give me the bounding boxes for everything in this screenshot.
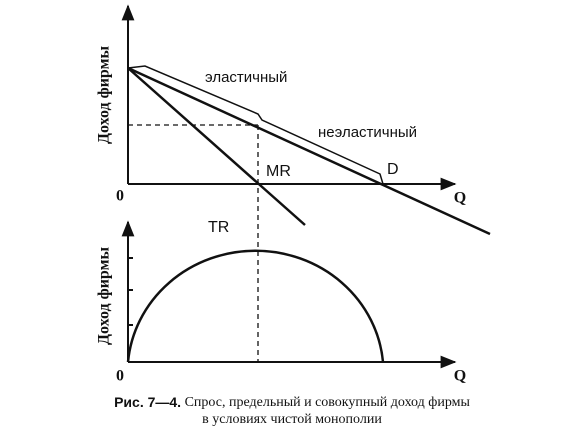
- mr-line: [127, 67, 306, 226]
- origin: 0: [116, 188, 124, 205]
- axes: [121, 4, 457, 369]
- y-label: Доход фирмы: [96, 247, 113, 345]
- mr-label: MR: [266, 163, 291, 180]
- x-label: Q: [454, 368, 466, 385]
- tr-label: TR: [208, 219, 229, 236]
- demand-line: [127, 66, 491, 236]
- elastic-label: эластичный: [205, 69, 287, 86]
- origin: 0: [116, 368, 124, 385]
- d-label: D: [387, 161, 399, 178]
- tr-curve: [126, 249, 385, 363]
- y-label: Доход фирмы: [96, 46, 113, 144]
- caption-line: в условиях чистой монополии: [202, 412, 382, 427]
- curves: [126, 65, 491, 363]
- inelastic-label: неэластичный: [318, 124, 417, 141]
- caption-number: Рис. 7—4.: [114, 394, 181, 410]
- demand-band: [127, 65, 384, 185]
- x-label: Q: [454, 190, 466, 207]
- caption-line: Рис. 7—4. Спрос, предельный и совокупный…: [114, 394, 470, 411]
- caption-text: Спрос, предельный и совокупный доход фир…: [185, 395, 471, 410]
